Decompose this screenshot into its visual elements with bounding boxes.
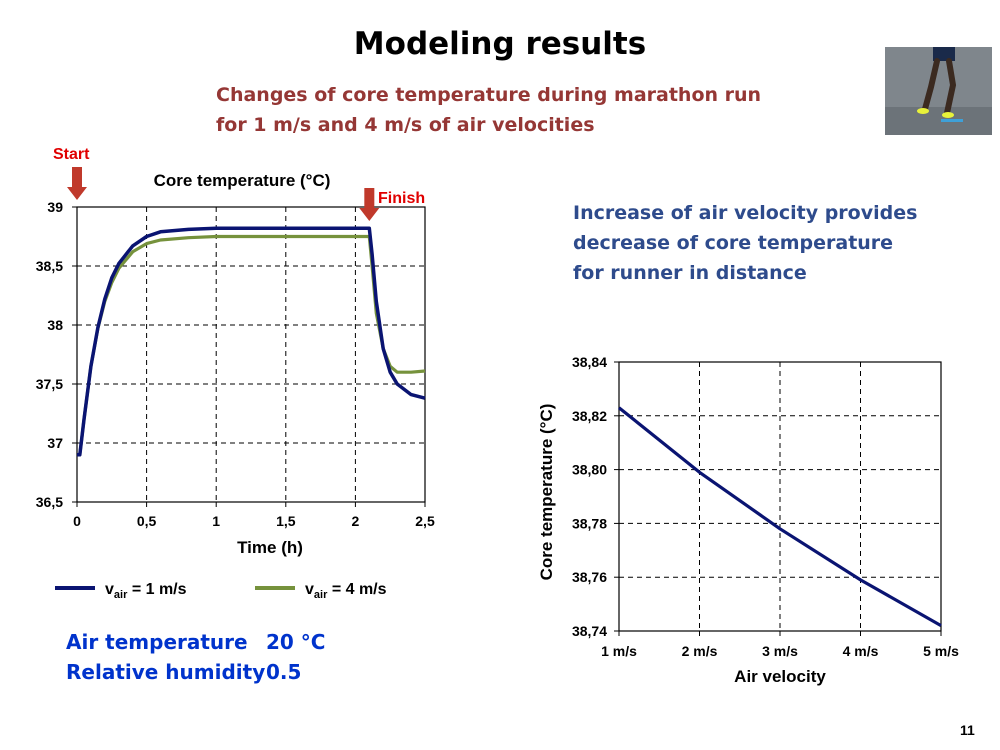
relative-humidity-value: 0.5 <box>266 660 302 684</box>
runner-photo-image <box>885 47 992 135</box>
x-tick-label: 2 <box>352 513 360 529</box>
subtitle-line-2: for 1 m/s and 4 m/s of air velocities <box>216 114 595 136</box>
finish-marker-arrow <box>359 188 380 221</box>
legend-label-4ms: vair = 4 m/s <box>305 581 387 601</box>
y-tick-label: 38,82 <box>572 408 607 424</box>
y-tick-label: 36,5 <box>36 494 63 510</box>
x-tick-label: 0 <box>73 513 81 529</box>
y-tick-label: 39 <box>47 199 63 215</box>
x-tick-label: 1 <box>212 513 220 529</box>
x-axis-label: Time (h) <box>237 538 303 557</box>
y-tick-label: 38 <box>47 317 63 333</box>
core-temperature-air-velocity-chart: 1 m/s 2 m/s 3 m/s 4 m/s 5 m/s 38,74 38,76 38,78… <box>537 354 959 686</box>
plot-area <box>618 361 942 632</box>
air-temperature-value: 20 °C <box>266 630 326 654</box>
air-temperature-label: Air temperature <box>66 630 248 654</box>
runner-photo <box>885 47 992 135</box>
y-tick-label: 38,80 <box>572 462 607 478</box>
marker-head <box>359 208 380 221</box>
note-line-3: for runner in distance <box>573 262 807 284</box>
start-label: Start <box>53 146 90 163</box>
finish-label: Finish <box>378 190 425 207</box>
y-tick-label: 37,5 <box>36 376 63 392</box>
start-marker-arrow <box>67 167 87 200</box>
series-line <box>617 406 942 627</box>
marker-shaft <box>364 188 375 208</box>
x-tick-label: 1,5 <box>276 513 296 529</box>
x-tick-label: 2,5 <box>415 513 435 529</box>
y-tick-label: 38,84 <box>572 354 607 370</box>
note-line-1: Increase of air velocity provides <box>573 202 918 224</box>
y-tick-label: 38,74 <box>572 623 607 639</box>
chart-title: Core temperature (°C) <box>154 171 331 190</box>
series-line-1ms <box>77 226 426 457</box>
core-temperature-time-chart: 0 0,5 1 1,5 2 2,5 36,5 37 37,5 38 38,5 39 Core tempe… <box>36 146 435 601</box>
marker-head <box>67 187 87 200</box>
relative-humidity-label: Relative humidity <box>66 660 266 684</box>
page-number: 11 <box>960 722 975 738</box>
subtitle-line-1: Changes of core temperature during marat… <box>216 84 762 106</box>
y-tick-label: 38,5 <box>36 258 63 274</box>
x-tick-label: 3 m/s <box>762 643 798 659</box>
x-axis-label: Air velocity <box>734 667 826 686</box>
slide-title: Modeling results <box>353 26 647 62</box>
x-tick-label: 4 m/s <box>843 643 879 659</box>
y-axis-label: Core temperature (°C) <box>537 404 556 581</box>
y-tick-label: 38,76 <box>572 569 607 585</box>
note-line-2: decrease of core temperature <box>573 232 894 254</box>
legend-label-1ms: vair = 1 m/s <box>105 581 187 601</box>
x-tick-label: 2 m/s <box>682 643 718 659</box>
x-tick-label: 5 m/s <box>923 643 959 659</box>
x-tick-label: 1 m/s <box>601 643 637 659</box>
y-tick-label: 37 <box>47 435 63 451</box>
marker-shaft <box>72 167 82 187</box>
y-tick-label: 38,78 <box>572 515 607 531</box>
plot-area <box>76 206 426 503</box>
x-tick-label: 0,5 <box>137 513 157 529</box>
